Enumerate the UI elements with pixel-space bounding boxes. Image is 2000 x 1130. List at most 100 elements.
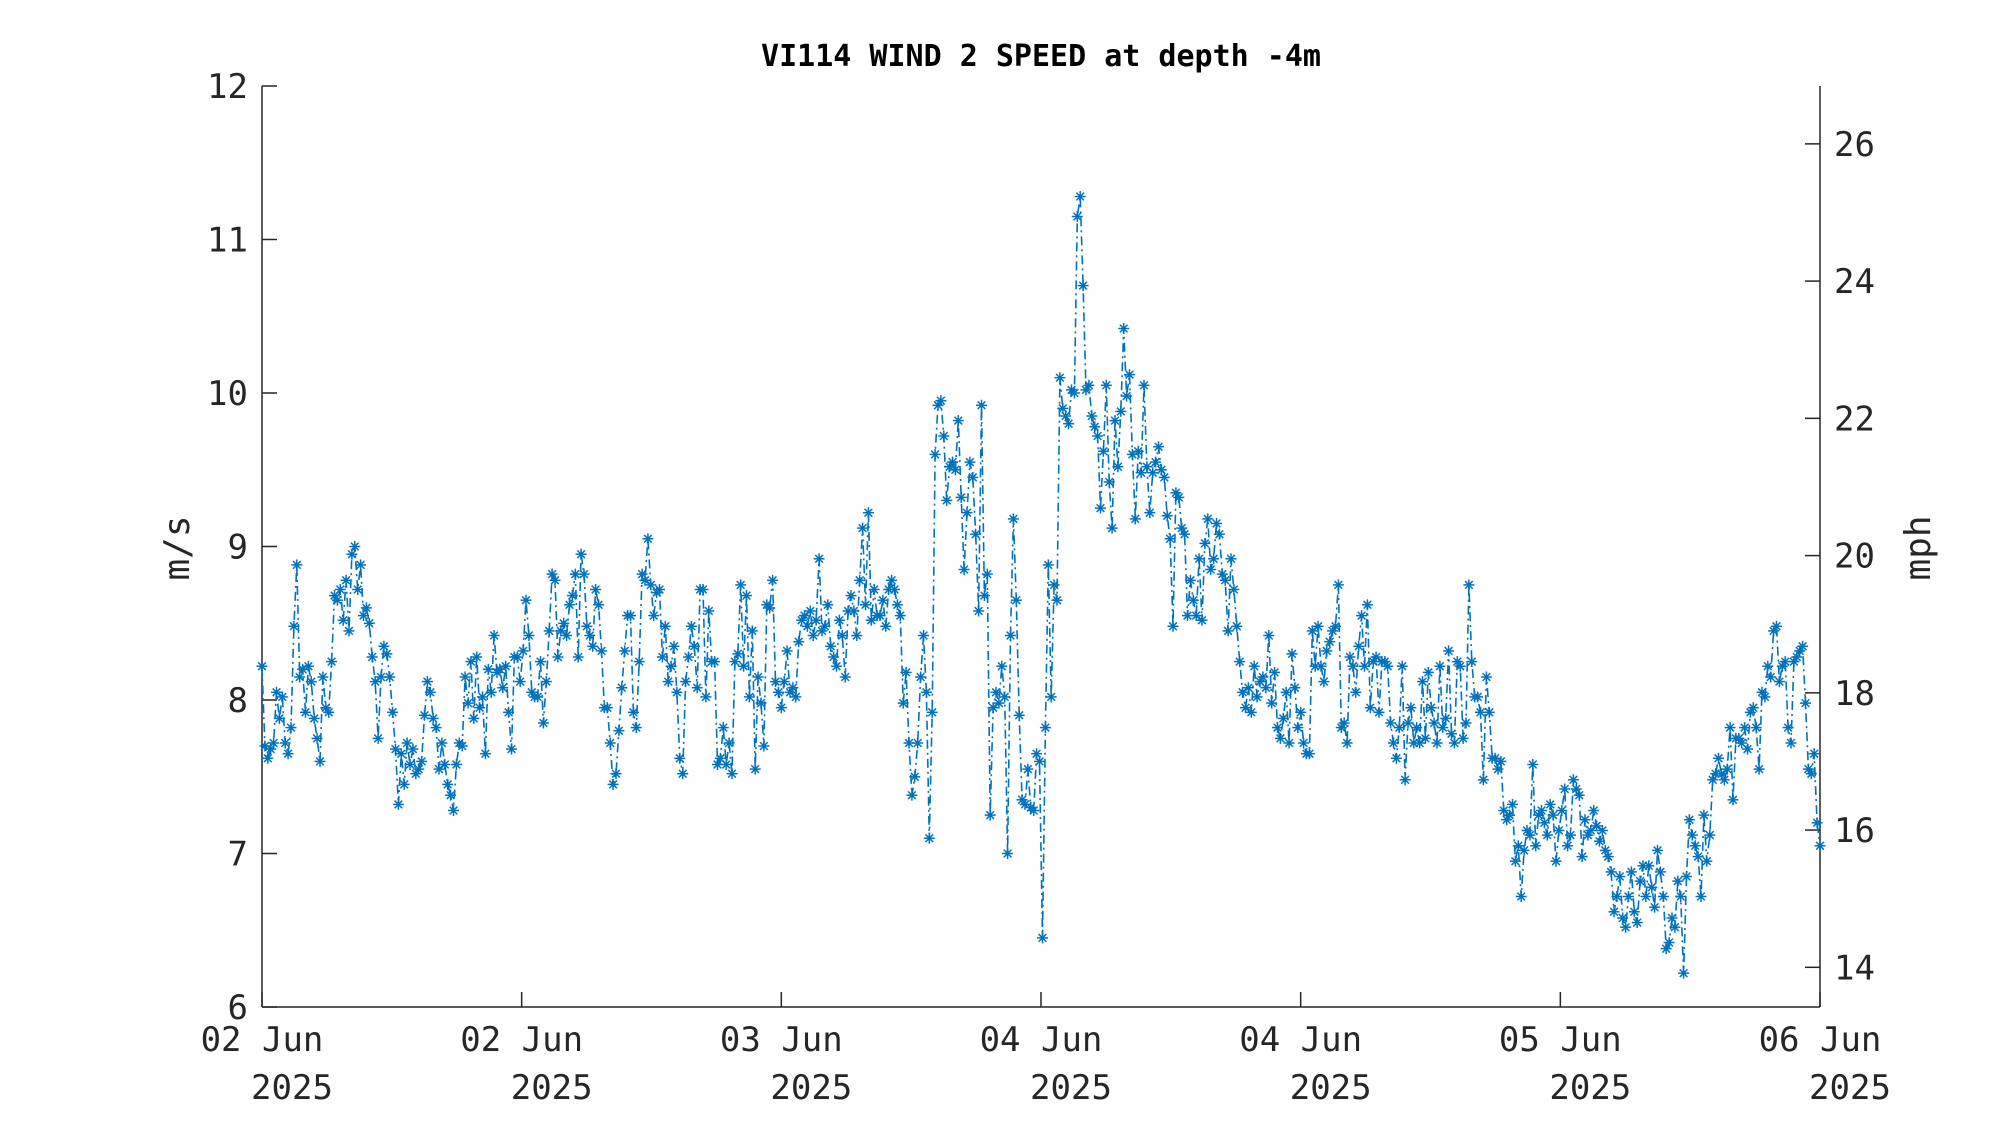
- data-point-marker: [523, 630, 535, 641]
- data-point-marker: [1611, 891, 1623, 902]
- data-point-marker: [691, 682, 703, 694]
- y-tick-label: 7: [228, 835, 248, 875]
- data-point-marker: [511, 651, 523, 663]
- data-point-marker: [1797, 640, 1809, 652]
- data-point-marker: [984, 809, 996, 821]
- data-point-marker: [735, 579, 747, 591]
- data-point-marker: [1576, 851, 1588, 863]
- data-point-marker: [862, 507, 874, 519]
- data-point-marker: [1477, 774, 1489, 786]
- y-tick-label: 8: [228, 681, 248, 721]
- data-point-marker: [1332, 579, 1344, 591]
- data-point-marker: [569, 568, 581, 580]
- data-point-marker: [343, 625, 355, 637]
- data-point-marker: [1077, 280, 1089, 292]
- data-point-marker: [488, 630, 500, 641]
- data-point-marker: [1219, 574, 1231, 586]
- data-point-marker: [1463, 579, 1475, 591]
- data-point-marker: [1063, 418, 1075, 430]
- x-tick-label: 06 Jun: [1759, 1020, 1882, 1060]
- data-point-marker: [1538, 817, 1550, 829]
- data-point-marker: [964, 456, 976, 468]
- data-point-marker: [1524, 829, 1536, 841]
- data-point-marker: [1483, 706, 1495, 718]
- data-point-marker: [421, 676, 433, 688]
- data-point-marker: [500, 660, 512, 672]
- data-point-marker: [323, 706, 335, 718]
- data-point-marker: [468, 712, 480, 724]
- data-point-marker: [256, 660, 268, 672]
- data-point-marker: [738, 660, 750, 672]
- data-point-marker: [1443, 645, 1455, 657]
- data-point-marker: [1530, 840, 1542, 852]
- data-point-marker: [1666, 912, 1678, 924]
- data-point-marker: [1759, 691, 1771, 703]
- data-point-marker: [674, 752, 686, 764]
- data-point-marker: [1559, 783, 1571, 795]
- chart-title: VI114 WIND 2 SPEED at depth -4m: [761, 39, 1321, 74]
- data-point-marker: [1686, 829, 1698, 841]
- data-point-marker: [1196, 614, 1208, 626]
- data-point-marker: [703, 605, 715, 617]
- data-point-marker: [549, 574, 561, 586]
- data-point-marker: [1405, 702, 1417, 714]
- data-point-marker: [1620, 921, 1632, 933]
- data-point-marker: [1048, 579, 1060, 591]
- x-tick-year-label: 2025: [251, 1068, 333, 1108]
- data-point-marker: [450, 759, 462, 770]
- data-point-marker: [540, 676, 552, 688]
- x-tick-year-label: 2025: [770, 1068, 852, 1108]
- data-point-marker: [1112, 461, 1124, 473]
- data-point-marker: [485, 686, 497, 698]
- data-point-marker: [314, 755, 326, 767]
- data-point-marker: [1153, 441, 1164, 453]
- data-point-marker: [1657, 891, 1669, 902]
- data-point-marker: [801, 620, 813, 632]
- data-point-marker: [1715, 768, 1727, 780]
- x-tick-label: 04 Jun: [1239, 1020, 1362, 1060]
- data-point-marker: [1350, 686, 1362, 698]
- data-point-marker: [819, 620, 831, 632]
- data-point-marker: [355, 559, 367, 571]
- data-point-marker: [326, 656, 338, 668]
- data-point-marker: [926, 706, 938, 718]
- data-point-marker: [1773, 676, 1785, 688]
- data-point-marker: [282, 748, 294, 760]
- data-point-marker: [1422, 666, 1434, 678]
- data-point-marker: [300, 706, 311, 718]
- data-point-marker: [627, 706, 639, 718]
- data-point-marker: [482, 663, 494, 675]
- data-point-marker: [366, 651, 378, 663]
- data-point-marker: [1536, 805, 1547, 816]
- data-point-marker: [305, 676, 317, 688]
- data-point-marker: [851, 630, 863, 641]
- right-y-axis: 14 16 18 20 22 24 26: [1805, 86, 1875, 1007]
- y-right-tick-label: 26: [1834, 125, 1875, 165]
- y-tick-label: 6: [228, 988, 248, 1028]
- data-point-marker: [1359, 660, 1370, 672]
- y-tick-label: 11: [207, 221, 248, 261]
- data-point-marker: [746, 625, 758, 637]
- data-point-marker: [1390, 752, 1402, 764]
- data-point-marker: [845, 590, 857, 602]
- data-point-marker: [1100, 379, 1112, 391]
- data-point-marker: [448, 805, 459, 816]
- data-point-marker: [1591, 820, 1603, 832]
- data-point-marker: [1440, 712, 1452, 724]
- data-point-marker: [1086, 410, 1098, 422]
- data-point-marker: [677, 768, 689, 780]
- data-point-marker: [1118, 323, 1130, 334]
- data-point-marker: [990, 686, 1002, 698]
- data-point-marker: [433, 763, 445, 775]
- data-point-marker: [723, 737, 735, 749]
- data-point-marker: [1109, 415, 1121, 427]
- data-point-marker: [758, 740, 770, 752]
- data-point-marker: [416, 755, 428, 767]
- data-point-marker: [1045, 691, 1057, 703]
- data-point-marker: [625, 610, 636, 622]
- data-point-marker: [1646, 881, 1658, 893]
- data-point-marker: [471, 651, 483, 663]
- data-point-marker: [1097, 445, 1109, 457]
- x-tick-label: 04 Jun: [980, 1020, 1103, 1060]
- data-point-marker: [424, 686, 436, 698]
